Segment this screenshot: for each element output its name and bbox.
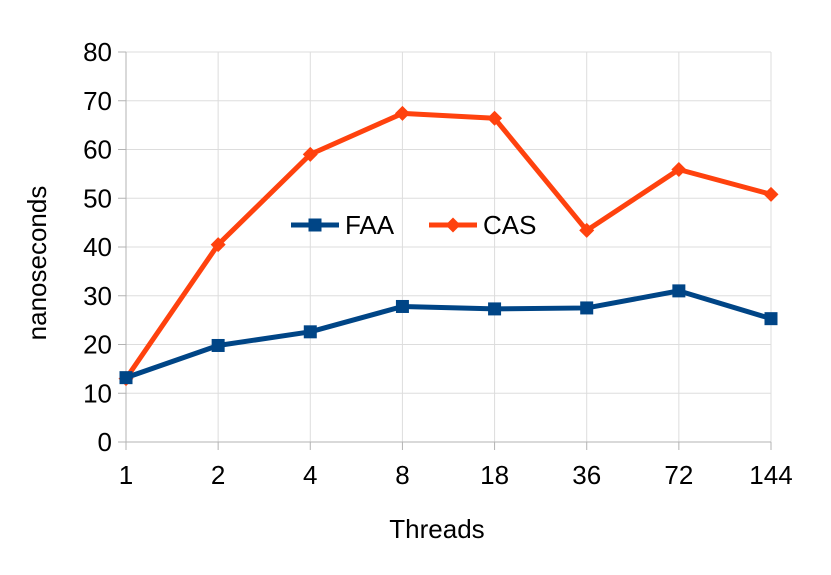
x-tick-labels: 1 2 4 8 18 36 72 144: [119, 460, 793, 490]
y-tick-label: 70: [83, 86, 112, 116]
data-point-faa: [119, 371, 133, 385]
data-point-faa: [764, 312, 778, 326]
x-tick-label: 36: [572, 460, 601, 490]
series-group: [118, 105, 779, 387]
data-point-faa: [672, 284, 686, 298]
legend-marker-faa: [308, 218, 322, 232]
y-tick-label: 0: [98, 427, 112, 457]
legend-item-faa: FAA: [291, 210, 395, 240]
y-tick-label: 80: [83, 37, 112, 67]
legend-item-cas: CAS: [429, 210, 536, 240]
data-point-faa: [303, 325, 317, 339]
x-tick-label: 8: [395, 460, 409, 490]
x-tick-label: 18: [480, 460, 509, 490]
y-tick-label: 60: [83, 135, 112, 165]
data-point-faa: [395, 299, 409, 313]
data-point-cas: [579, 222, 595, 238]
data-point-cas: [210, 237, 226, 253]
grid-lines: [125, 51, 772, 443]
x-tick-label: 72: [664, 460, 693, 490]
series-line-faa: [125, 288, 772, 381]
x-tick-label: 1: [119, 460, 133, 490]
y-tick-labels: 0 10 20 30 40 50 60 70 80: [83, 37, 112, 457]
legend-label-cas: CAS: [483, 210, 536, 240]
x-axis-title: Threads: [389, 514, 484, 544]
x-tick-label: 4: [303, 460, 317, 490]
y-tick-label: 20: [83, 330, 112, 360]
series-line-cas: [123, 110, 772, 381]
data-point-faa: [580, 301, 594, 315]
data-point-cas: [302, 146, 318, 162]
y-tick-label: 40: [83, 232, 112, 262]
x-tick-label: 2: [211, 460, 225, 490]
data-point-faa: [488, 302, 502, 316]
y-axis-title: nanoseconds: [22, 186, 52, 341]
series-faa: [119, 284, 778, 385]
x-tick-label: 144: [749, 460, 792, 490]
data-point-cas: [487, 110, 503, 126]
y-tick-label: 10: [83, 378, 112, 408]
data-point-cas: [763, 186, 779, 202]
legend: FAA CAS: [291, 210, 536, 240]
data-point-faa: [211, 338, 225, 352]
data-point-cas: [394, 105, 410, 121]
data-point-cas: [671, 161, 687, 177]
y-tick-label: 50: [83, 183, 112, 213]
legend-label-faa: FAA: [345, 210, 395, 240]
y-tick-label: 30: [83, 281, 112, 311]
legend-marker-cas: [445, 217, 461, 233]
